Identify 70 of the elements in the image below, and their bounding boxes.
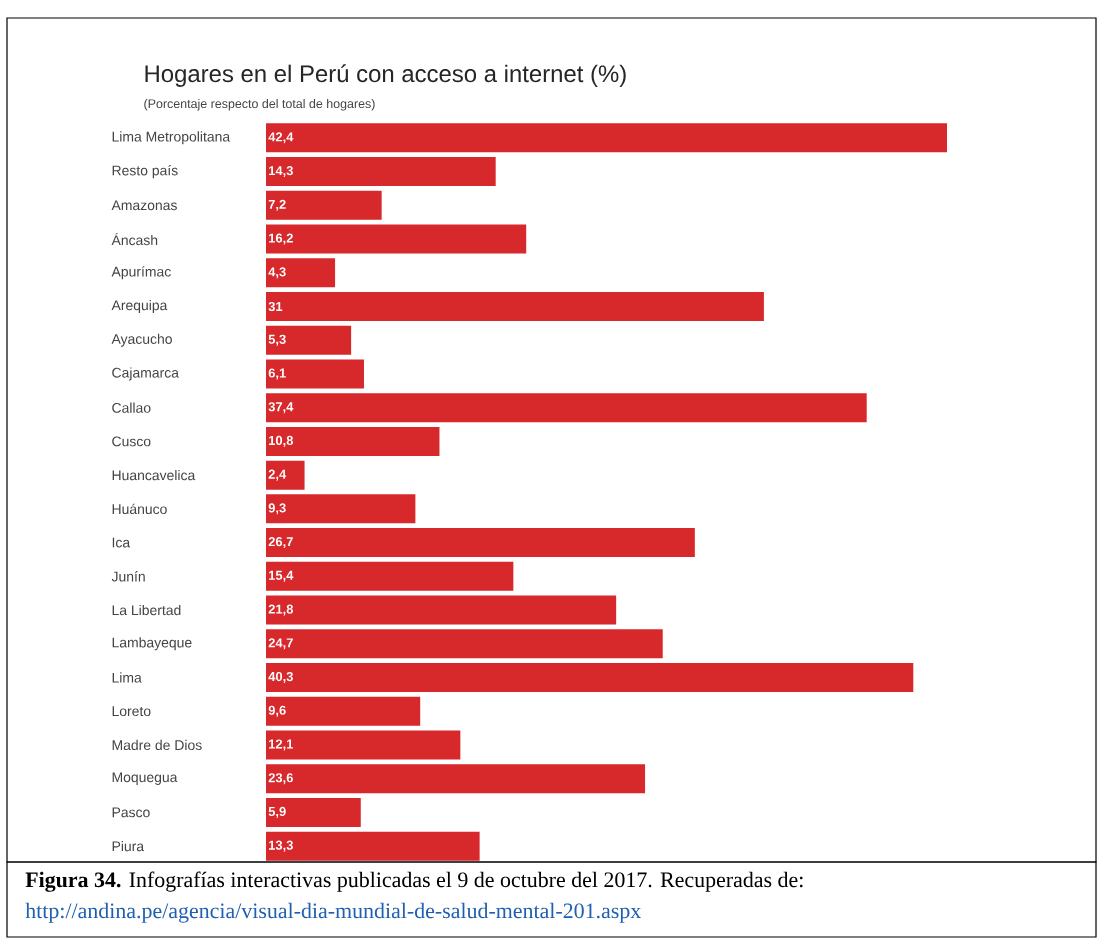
y-tick-label: Huancavelica (112, 470, 196, 481)
data-label: 10,8 (269, 435, 294, 447)
y-tick-label: Arequipa (111, 299, 168, 313)
y-tick-label: Resto país (112, 164, 178, 179)
y-tick-label: Huánuco (112, 503, 167, 515)
bar (266, 662, 914, 692)
data-label: 21,8 (268, 604, 294, 616)
bar (266, 359, 364, 389)
bar (266, 831, 480, 861)
y-tick-label: Piura (112, 841, 145, 852)
data-label: 5,3 (268, 334, 286, 346)
data-label: 4,3 (268, 267, 286, 279)
bar (266, 764, 646, 794)
bar (266, 494, 416, 524)
chart-subtitle: (Porcentaje respecto del total de hogares) (144, 98, 375, 111)
y-tick-label: Áncash (111, 232, 158, 246)
bar (266, 561, 514, 591)
text: Figura 34. Infografías interactivas publicadas el 9 de octubre del 2017. Recuperadas de: (25, 871, 803, 892)
y-tick-label: Pasco (112, 807, 150, 818)
y-tick-label: Lima (112, 672, 142, 683)
bar (266, 190, 382, 220)
bar (266, 730, 461, 760)
bar (266, 426, 440, 456)
chart-title: Hogares en el Perú con acceso a internet (%) (145, 64, 626, 87)
bar (266, 325, 352, 355)
data-label: 40,3 (268, 671, 293, 684)
data-label: 31 (268, 301, 283, 312)
y-tick-label: Lima Metropolitana (112, 131, 231, 145)
bar (266, 224, 527, 254)
y-tick-label: La Libertad (112, 604, 181, 616)
y-tick-label: Moquegua (112, 772, 178, 785)
data-label: 16,2 (269, 233, 293, 245)
data-label: 13,3 (269, 840, 293, 852)
y-tick-label: Apurímac (111, 266, 171, 280)
bar (266, 258, 336, 288)
y-tick-label: Callao (112, 402, 151, 413)
y-tick-label: Madre de Dios (112, 739, 202, 751)
bar (266, 393, 867, 423)
y-tick-label: Loreto (112, 706, 151, 717)
data-label: 5,9 (268, 806, 286, 818)
y-tick-label: Amazonas (111, 200, 177, 211)
data-label: 2,4 (268, 469, 287, 481)
y-tick-label: Ica (112, 537, 131, 548)
data-label: 9,3 (268, 503, 286, 515)
data-label: 37,4 (268, 402, 294, 414)
bar (266, 528, 695, 558)
bar (266, 696, 421, 726)
data-label: 42,4 (268, 132, 294, 144)
bar (266, 157, 496, 187)
data-label: 7,2 (268, 199, 286, 211)
bar (266, 797, 361, 827)
data-label: 6,1 (268, 368, 286, 380)
bar (266, 123, 948, 153)
y-tick-label: Cajamarca (112, 367, 179, 381)
bar (266, 291, 764, 321)
data-label: 14,3 (269, 166, 293, 178)
bar (266, 460, 305, 490)
y-tick-label: Lambayeque (112, 637, 192, 651)
text: http://andina.pe/agencia/visual-dia-mundial-de-salud-mental-201.aspx (25, 902, 641, 923)
data-label: 26,7 (268, 537, 293, 549)
y-tick-label: Junín (111, 571, 145, 582)
data-label: 12,1 (269, 739, 294, 751)
bar (266, 595, 617, 625)
data-label: 15,4 (269, 570, 294, 582)
y-tick-label: Ayacucho (111, 333, 172, 347)
data-label: 23,6 (268, 773, 293, 785)
y-tick-label: Cusco (112, 436, 151, 447)
data-label: 24,7 (268, 638, 293, 650)
data-label: 9,6 (268, 705, 286, 717)
bar (266, 629, 663, 659)
